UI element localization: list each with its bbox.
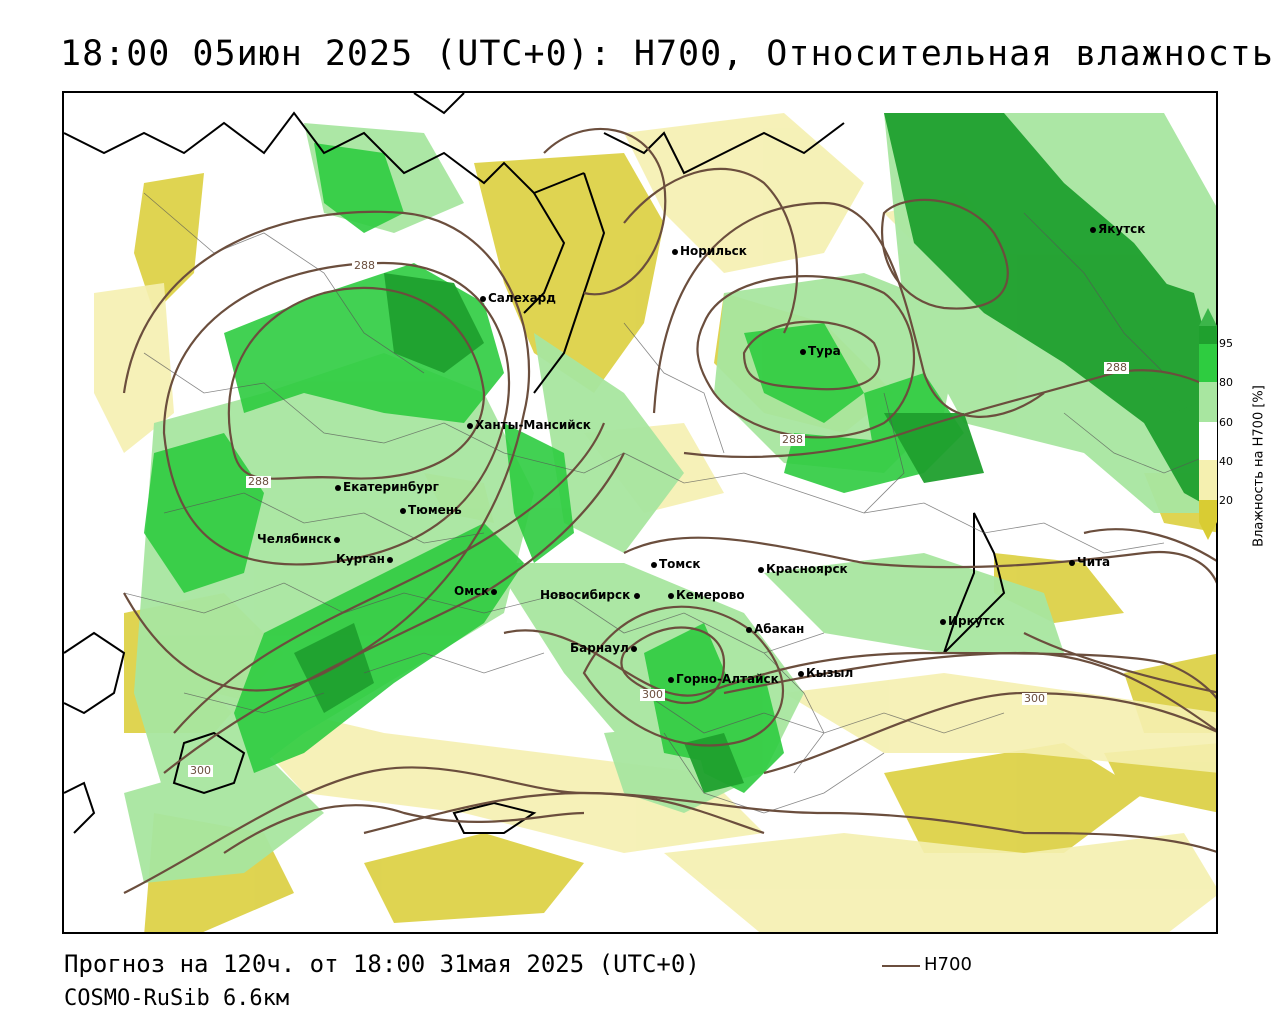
legend-tick: 80 bbox=[1219, 376, 1233, 389]
city-marker-icon bbox=[800, 348, 806, 355]
h700-contours bbox=[122, 128, 1216, 894]
city-marker-icon bbox=[672, 248, 678, 255]
city-chelyabinsk: Челябинск bbox=[257, 532, 342, 546]
city-kemerovo: Кемерово bbox=[668, 588, 745, 602]
legend-arrow-down-icon bbox=[1199, 522, 1217, 540]
city-krasnoyarsk: Красноярск bbox=[758, 562, 848, 576]
city-marker-icon bbox=[1090, 226, 1096, 233]
city-omsk: Омск bbox=[454, 584, 499, 598]
legend-swatch bbox=[1199, 326, 1217, 344]
contour-label: 288 bbox=[352, 259, 377, 272]
city-marker-icon bbox=[634, 592, 641, 599]
city-yakutsk: Якутск bbox=[1090, 222, 1145, 236]
region-borders bbox=[123, 192, 1215, 814]
contour-label: 288 bbox=[1104, 361, 1129, 374]
legend-tick: 20 bbox=[1219, 494, 1233, 507]
city-novosibirsk: Новосибирск bbox=[540, 588, 642, 602]
city-marker-icon bbox=[758, 566, 764, 573]
city-marker-icon bbox=[333, 536, 340, 543]
city-marker-icon bbox=[630, 645, 637, 652]
city-khanty-mansiysk: Ханты-Мансийск bbox=[467, 418, 591, 432]
humidity-map: 288 288 288 288 300 300 300 Норильск Яку… bbox=[62, 91, 1218, 934]
city-kyzyl: Кызыл bbox=[798, 666, 853, 680]
city-marker-icon bbox=[668, 676, 674, 683]
city-marker-icon bbox=[467, 422, 473, 429]
contour-label: 288 bbox=[246, 475, 271, 488]
city-ekaterinburg: Екатеринбург bbox=[335, 480, 439, 494]
contour-line-swatch bbox=[882, 965, 920, 967]
city-tyumen: Тюмень bbox=[400, 503, 462, 517]
contour-label: 300 bbox=[640, 688, 665, 701]
model-name: COSMO-RuSib 6.6км bbox=[64, 986, 290, 1011]
legend-swatch bbox=[1199, 500, 1217, 522]
city-marker-icon bbox=[651, 561, 657, 568]
city-barnaul: Барнаул bbox=[570, 641, 639, 655]
humidity-color-legend bbox=[1199, 308, 1217, 540]
city-marker-icon bbox=[386, 556, 393, 563]
legend-tick: 95 bbox=[1219, 337, 1233, 350]
city-chita: Чита bbox=[1069, 555, 1110, 569]
city-tomsk: Томск bbox=[651, 557, 701, 571]
city-marker-icon bbox=[746, 626, 752, 633]
legend-arrow-up-icon bbox=[1199, 308, 1217, 326]
legend-tick: 40 bbox=[1219, 455, 1233, 468]
city-marker-icon bbox=[400, 507, 406, 514]
map-title: 18:00 05июн 2025 (UTC+0): H700, Относите… bbox=[60, 34, 1274, 74]
contour-label: 300 bbox=[188, 764, 213, 777]
contour-line-label: H700 bbox=[924, 954, 972, 975]
contour-label: 300 bbox=[1022, 692, 1047, 705]
legend-swatch bbox=[1199, 344, 1217, 382]
city-marker-icon bbox=[940, 618, 946, 625]
legend-tick: 60 bbox=[1219, 416, 1233, 429]
legend-swatch bbox=[1199, 382, 1217, 422]
city-irkutsk: Иркутск bbox=[940, 614, 1005, 628]
city-marker-icon bbox=[798, 670, 804, 677]
city-marker-icon bbox=[491, 588, 498, 595]
legend-title: Влажность на H700 [%] bbox=[1251, 385, 1267, 547]
city-abakan: Абакан bbox=[746, 622, 804, 636]
city-norilsk: Норильск bbox=[672, 244, 747, 258]
city-gorno-altaysk: Горно-Алтайск bbox=[668, 672, 779, 686]
legend-swatch bbox=[1199, 460, 1217, 500]
contour-label: 288 bbox=[780, 433, 805, 446]
city-marker-icon bbox=[335, 484, 341, 491]
city-kurgan: Курган bbox=[336, 552, 395, 566]
city-salekhard: Салехард bbox=[480, 291, 556, 305]
city-tura: Тура bbox=[800, 344, 841, 358]
legend-swatch bbox=[1199, 422, 1217, 460]
forecast-info: Прогноз на 120ч. от 18:00 31мая 2025 (UT… bbox=[64, 950, 700, 978]
city-marker-icon bbox=[1069, 559, 1075, 566]
map-canvas bbox=[64, 93, 1216, 932]
city-marker-icon bbox=[668, 592, 674, 599]
city-marker-icon bbox=[480, 295, 486, 302]
